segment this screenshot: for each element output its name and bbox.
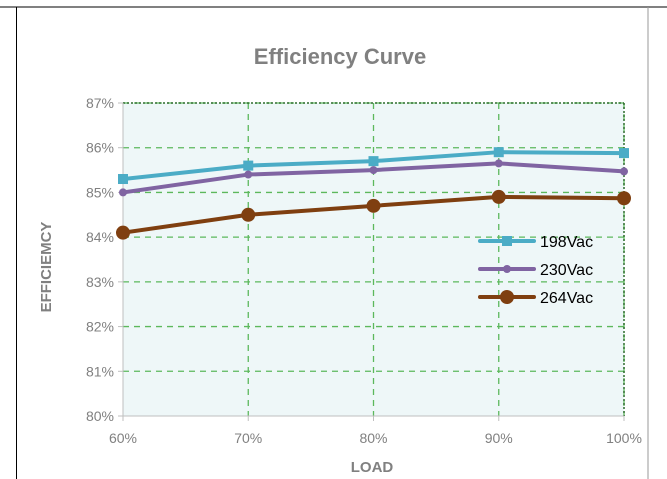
data-point-264Vac — [617, 191, 631, 206]
y-tick-label: 81% — [86, 363, 114, 379]
data-point-230Vac — [119, 188, 127, 197]
data-point-230Vac — [244, 170, 253, 179]
legend-label-264Vac: 264Vac — [540, 290, 593, 307]
x-tick-label: 60% — [109, 430, 137, 446]
y-axis-label: EFFICIEMCY — [38, 222, 55, 313]
y-tick-label: 83% — [86, 274, 114, 290]
plot-area — [118, 102, 625, 421]
data-point-198Vac — [368, 156, 379, 167]
series-layer — [116, 147, 631, 240]
x-tick-label: 100% — [606, 430, 642, 446]
data-point-198Vac — [619, 148, 629, 159]
y-tick-label: 84% — [86, 229, 114, 245]
legend-label-230Vac: 230Vac — [540, 262, 593, 279]
x-tick-label: 90% — [485, 430, 513, 446]
data-point-198Vac — [493, 147, 504, 158]
data-point-198Vac — [243, 160, 254, 171]
y-tick-label: 85% — [86, 184, 114, 200]
data-point-230Vac — [620, 167, 628, 176]
y-tick-label: 87% — [86, 95, 114, 111]
x-tick-labels: 60% 70% 80% 90% 100% — [109, 430, 642, 446]
data-point-264Vac — [491, 189, 506, 204]
data-point-264Vac — [241, 207, 256, 222]
data-point-198Vac — [118, 174, 128, 185]
data-point-230Vac — [369, 166, 378, 175]
y-tick-label: 82% — [86, 319, 114, 335]
data-point-230Vac — [494, 159, 503, 168]
chart-title: Efficiency Curve — [254, 44, 426, 69]
y-tick-label: 80% — [86, 408, 114, 424]
x-axis-label: LOAD — [351, 459, 394, 476]
legend-label-198Vac: 198Vac — [540, 234, 593, 251]
y-tick-label: 86% — [86, 140, 114, 156]
legend: 198Vac 230Vac 264Vac — [478, 234, 593, 307]
data-point-264Vac — [116, 225, 130, 240]
legend-marker-230Vac — [503, 265, 511, 273]
data-point-264Vac — [366, 198, 381, 213]
legend-marker-198Vac — [502, 236, 512, 246]
x-tick-label: 70% — [234, 430, 262, 446]
x-tick-label: 80% — [359, 430, 387, 446]
y-tick-labels: 80% 81% 82% 83% 84% 85% 86% 87% — [86, 95, 114, 424]
legend-marker-264Vac — [500, 290, 514, 304]
